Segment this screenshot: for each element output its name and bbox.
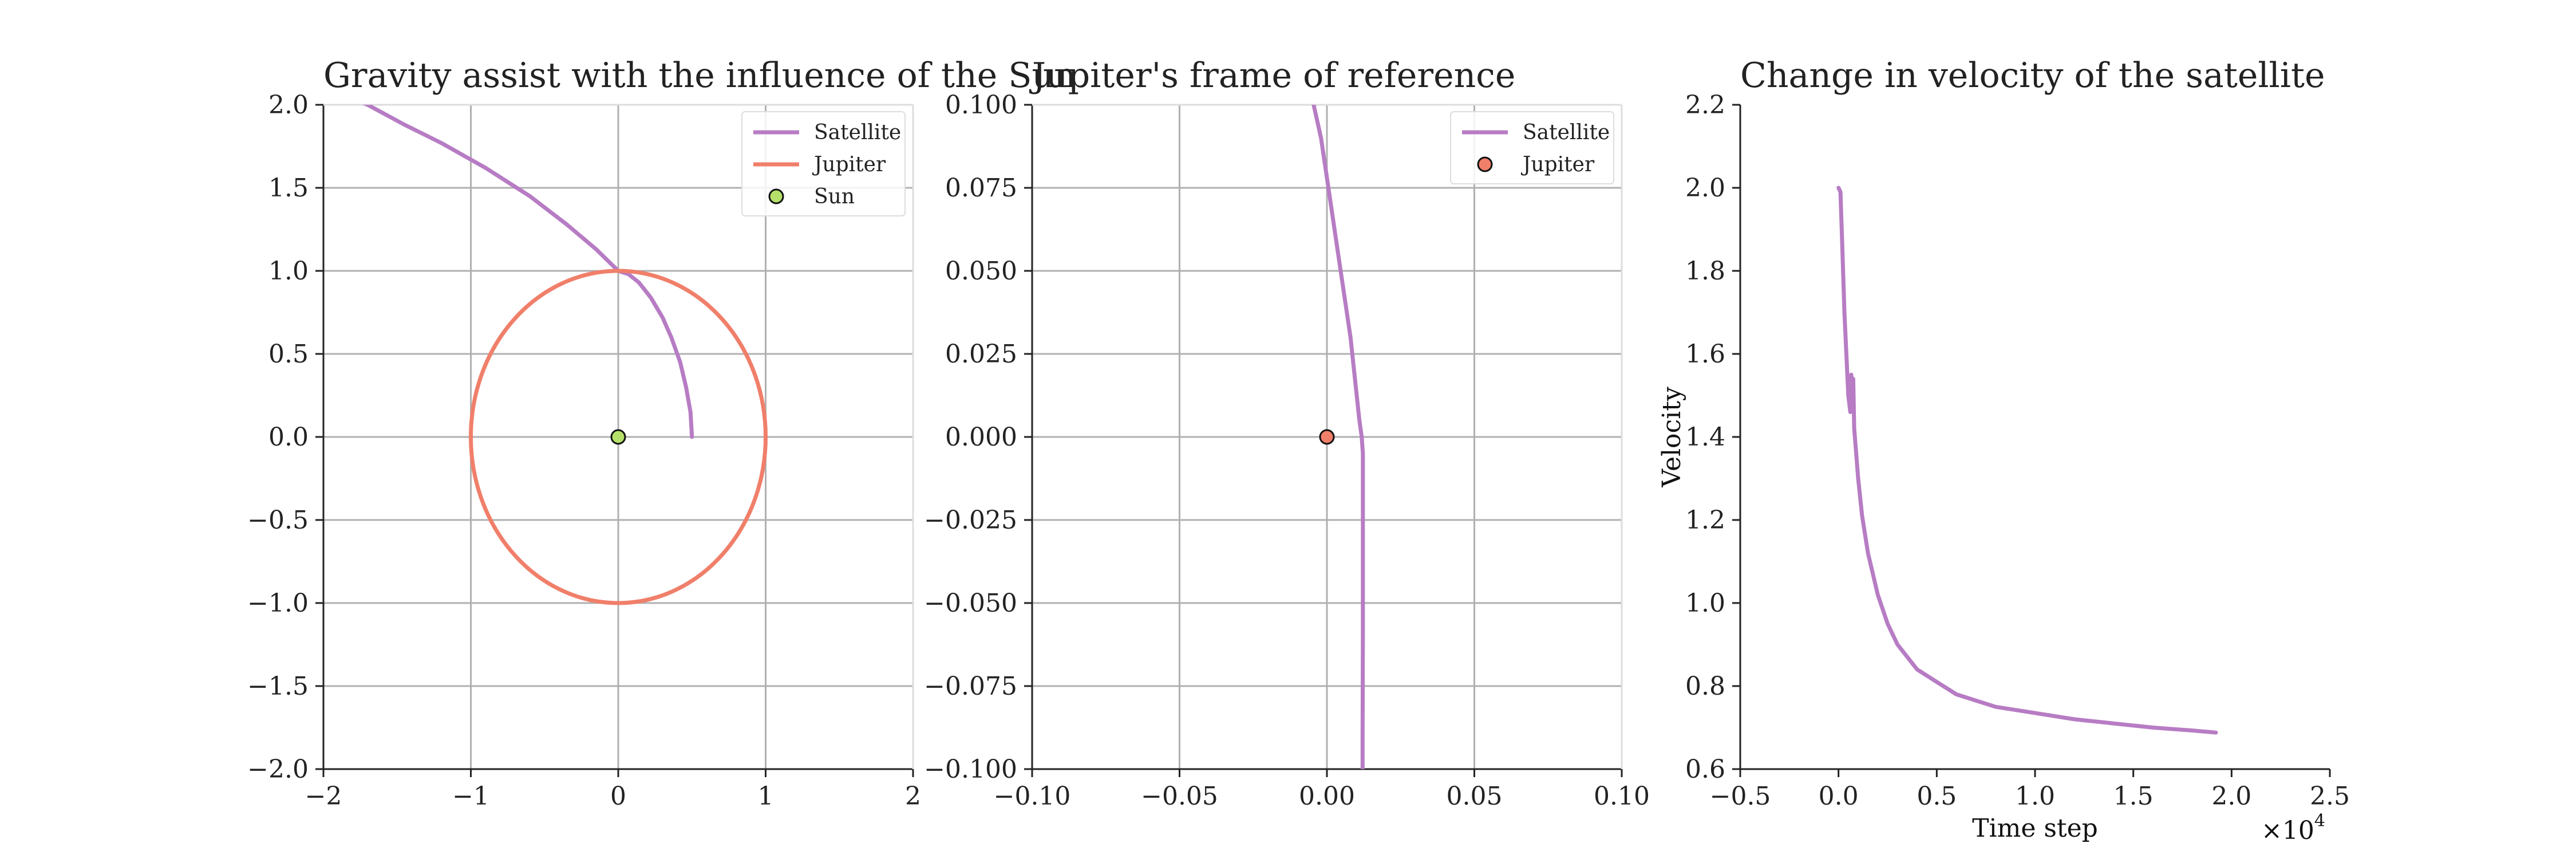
x-tick-label: 2.0	[2211, 782, 2251, 811]
legend-label-satellite: Satellite	[814, 121, 901, 144]
x-tick-label: 0.10	[1594, 782, 1650, 811]
y-tick-label: 1.0	[1685, 589, 1725, 618]
x-tick-label: −0.05	[1141, 782, 1218, 811]
y-tick-label: 1.5	[268, 174, 309, 203]
x-axis-label: Time step	[1972, 814, 2098, 843]
legend-label-jupiter: Jupiter	[1520, 153, 1595, 176]
x-tick-label: −1	[452, 782, 489, 811]
y-tick-label: 2.2	[1685, 90, 1725, 120]
x-tick-label: 2.5	[2310, 782, 2350, 811]
plot-area	[1836, 186, 2218, 735]
y-tick-label: −0.075	[924, 672, 1017, 701]
y-tick-label: 0.100	[945, 90, 1017, 120]
legend-marker-sun	[768, 188, 784, 204]
chart-title: Jupiter's frame of reference	[1029, 56, 1515, 96]
y-tick-label: 0.6	[1685, 755, 1725, 784]
y-tick-label: 2.0	[268, 90, 309, 120]
x-tick-label: 0.0	[1819, 782, 1859, 811]
chart-title: Gravity assist with the influence of the…	[323, 56, 1076, 96]
y-tick-label: −2.0	[247, 755, 309, 784]
y-tick-label: −1.0	[247, 589, 309, 618]
x-tick-label: 2	[905, 782, 921, 811]
legend-marker-jupiter	[1477, 156, 1493, 172]
series-line-velocity	[1836, 186, 2218, 735]
x-tick-label: 1.0	[2015, 782, 2055, 811]
series-point-jupiter	[1319, 429, 1335, 445]
plot-area	[362, 105, 768, 605]
y-tick-label: 0.075	[945, 174, 1017, 203]
chart-title: Change in velocity of the satellite	[1740, 56, 2325, 96]
y-tick-label: 1.4	[1685, 423, 1725, 452]
y-tick-label: −0.100	[924, 755, 1017, 784]
y-tick-label: 0.025	[945, 340, 1017, 369]
y-tick-label: 0.050	[945, 257, 1017, 286]
x-tick-label: 1	[758, 782, 774, 811]
y-tick-label: 0.000	[945, 423, 1017, 452]
y-tick-label: 2.0	[1685, 174, 1725, 203]
chart-1: −2 −1 0 1 2 −2.0 −1.5 −1.0 −0.5 0.0 0.5 1.0 1.5 2.0 Gr…	[247, 56, 1076, 811]
legend-label-satellite: Satellite	[1523, 121, 1610, 144]
x-axis-multiplier-exponent: 4	[2314, 811, 2325, 831]
y-tick-label: −0.025	[924, 506, 1017, 535]
x-tick-label: 0.00	[1299, 782, 1355, 811]
x-tick-label: 0.05	[1447, 782, 1503, 811]
x-tick-label: −2	[305, 782, 342, 811]
legend-label-jupiter: Jupiter	[812, 153, 886, 176]
x-tick-label: 0	[610, 782, 626, 811]
y-tick-label: 1.2	[1685, 506, 1725, 535]
series-point-sun	[610, 429, 626, 445]
series-line-satellite	[1311, 105, 1365, 769]
chart-2: −0.10 −0.05 0.00 0.05 0.10 −0.100 −0.075 −0.050…	[924, 56, 1650, 811]
legend-label-sun: Sun	[814, 185, 855, 208]
series-orbit-jupiter	[469, 269, 768, 605]
y-tick-label: −0.050	[924, 589, 1017, 618]
y-tick-label: −0.5	[247, 506, 309, 535]
legend: Satellite Jupiter Sun	[741, 111, 906, 216]
y-tick-label: 1.8	[1685, 257, 1725, 286]
x-tick-label: −0.5	[1710, 782, 1771, 811]
y-axis-label: Velocity	[1657, 387, 1686, 488]
plot-area	[1311, 105, 1365, 769]
y-tick-label: 1.0	[268, 257, 309, 286]
legend: Satellite Jupiter	[1450, 111, 1614, 184]
y-tick-label: 1.6	[1685, 340, 1725, 369]
y-tick-label: −1.5	[247, 672, 309, 701]
x-tick-label: 1.5	[2113, 782, 2154, 811]
legend-box	[741, 111, 906, 216]
chart-3: −0.5 0.0 0.5 1.0 1.5 2.0 2.5 0.6 0.8 1.0 1.2 1.4 1.6…	[1657, 56, 2350, 845]
x-axis-multiplier: ×104	[2261, 811, 2325, 845]
x-tick-label: −0.10	[994, 782, 1071, 811]
y-tick-label: 0.8	[1685, 672, 1725, 701]
series-line-satellite	[362, 105, 694, 439]
x-tick-label: 0.5	[1917, 782, 1957, 811]
y-tick-label: 0.0	[268, 423, 309, 452]
y-tick-label: 0.5	[268, 340, 309, 369]
